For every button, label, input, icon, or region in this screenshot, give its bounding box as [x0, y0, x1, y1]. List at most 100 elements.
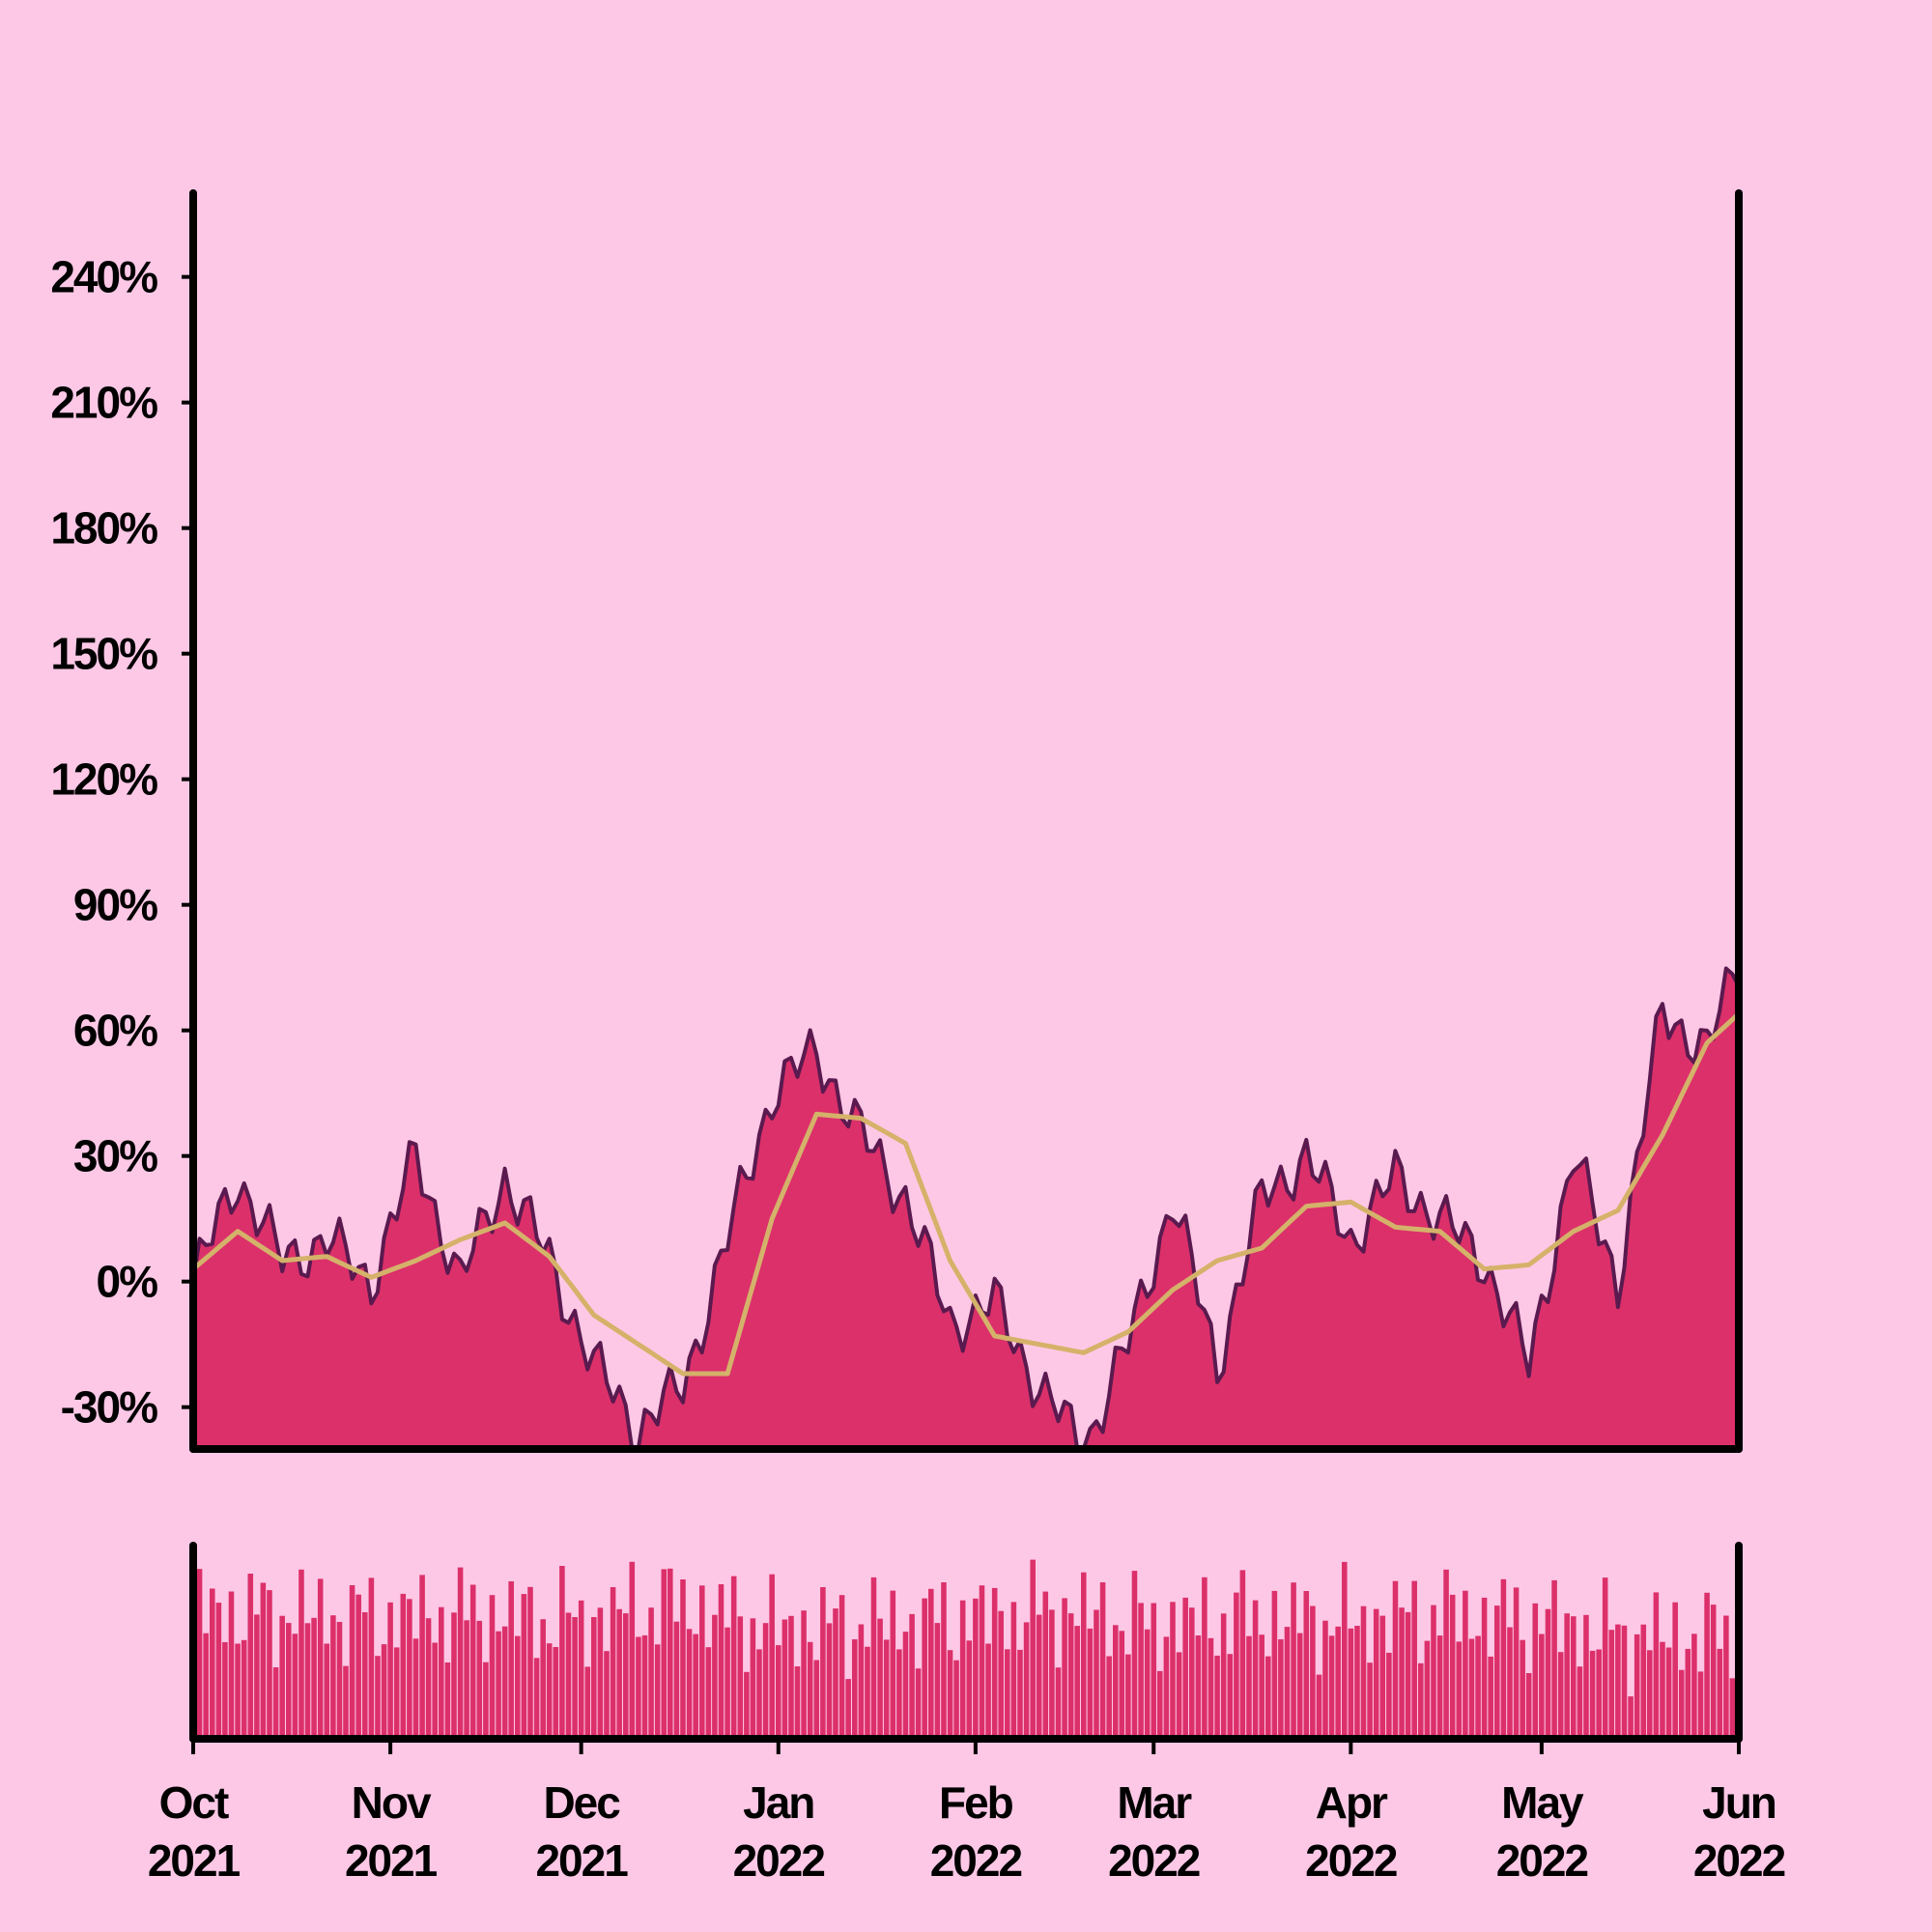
volume-bar — [1310, 1605, 1316, 1739]
volume-bar — [852, 1639, 858, 1739]
volume-bar — [1411, 1580, 1417, 1739]
volume-bar — [756, 1649, 762, 1739]
volume-bar — [349, 1585, 355, 1739]
volume-bar — [1710, 1605, 1717, 1739]
volume-bar — [419, 1575, 425, 1739]
x-tick-label-month: Feb — [939, 1777, 1013, 1828]
volume-bar — [877, 1618, 883, 1739]
volume-bar — [584, 1666, 591, 1739]
volume-bar — [838, 1595, 845, 1739]
volume-bar — [1119, 1631, 1125, 1739]
volume-bar — [412, 1638, 419, 1739]
volume-bar — [1234, 1592, 1239, 1739]
volume-bar — [1322, 1620, 1328, 1739]
volume-bar — [1259, 1634, 1264, 1739]
volume-bar — [1151, 1603, 1157, 1739]
volume-bar — [1685, 1648, 1691, 1739]
volume-bar — [890, 1590, 896, 1739]
volume-bar — [1392, 1580, 1399, 1739]
volume-bar — [1087, 1628, 1094, 1739]
volume-bar — [1373, 1608, 1379, 1739]
volume-bar — [515, 1635, 521, 1739]
volume-bar — [712, 1614, 718, 1739]
volume-bar — [317, 1578, 324, 1739]
volume-bar — [699, 1585, 705, 1739]
volume-bar — [636, 1636, 641, 1739]
volume-bar — [1252, 1600, 1259, 1739]
volume-bar — [858, 1624, 865, 1739]
volume-bar — [769, 1574, 775, 1739]
volume-bar — [241, 1639, 247, 1739]
volume-bar — [1239, 1570, 1246, 1739]
volume-bar — [985, 1643, 991, 1739]
volume-bar — [533, 1658, 540, 1739]
volume-bar — [1125, 1654, 1131, 1739]
volume-bar — [292, 1634, 298, 1739]
volume-bar — [1463, 1590, 1468, 1739]
volume-bar — [1640, 1624, 1647, 1739]
volume-bar — [1436, 1635, 1443, 1739]
moving-average-line — [191, 1011, 1741, 1377]
volume-bar — [1062, 1598, 1067, 1739]
volume-bar — [1246, 1635, 1252, 1739]
volume-bar — [750, 1618, 756, 1739]
volume-bar — [1195, 1635, 1202, 1739]
x-tick-label-year: 2021 — [535, 1835, 628, 1886]
volume-bar — [1564, 1613, 1570, 1739]
volume-bar — [553, 1647, 559, 1739]
volume-bar — [1367, 1662, 1373, 1739]
volume-bar — [1163, 1636, 1170, 1739]
volume-bar — [235, 1643, 241, 1739]
volume-bar — [267, 1590, 272, 1739]
volume-bar — [1583, 1614, 1589, 1739]
volume-bar — [693, 1634, 698, 1739]
volume-bar — [686, 1629, 693, 1739]
volume-bar — [909, 1613, 915, 1739]
volume-bar — [501, 1626, 508, 1739]
volume-bar — [1005, 1649, 1010, 1739]
volume-bar — [673, 1621, 680, 1739]
volume-bar — [979, 1585, 985, 1739]
x-axis: Oct 2021 Nov 2021 Dec 2021 Jan 2022 Feb 2022 Mar 20… — [148, 1739, 1787, 1886]
volume-bar — [222, 1642, 228, 1739]
volume-bar — [1557, 1652, 1564, 1739]
volume-bar — [1596, 1649, 1602, 1739]
volume-bar — [1099, 1582, 1106, 1739]
volume-bar — [1577, 1666, 1583, 1739]
y-tick-label: 30% — [73, 1131, 157, 1181]
x-tick-label-year: 2021 — [345, 1835, 438, 1886]
x-tick-label-year: 2022 — [733, 1835, 825, 1886]
volume-bar — [1456, 1641, 1463, 1739]
volume-bar — [425, 1618, 432, 1739]
volume-bar — [1214, 1655, 1220, 1739]
volume-bar — [1691, 1634, 1697, 1739]
volume-bar — [362, 1612, 368, 1739]
volume-bar — [1551, 1579, 1557, 1739]
volume-bar — [1202, 1577, 1208, 1739]
volume-bar — [896, 1649, 902, 1739]
volume-bar — [1023, 1622, 1030, 1739]
volume-bar — [1348, 1628, 1354, 1739]
x-tick-label-month: Jan — [743, 1777, 813, 1828]
volume-bar — [355, 1594, 361, 1739]
volume-bar — [343, 1665, 349, 1739]
y-tick-label: 240% — [50, 252, 157, 302]
volume-bar — [705, 1647, 712, 1739]
volume-bar — [641, 1634, 648, 1739]
volume-bar — [959, 1600, 966, 1739]
price-change-line — [191, 966, 1741, 1451]
volume-bar — [1468, 1638, 1475, 1739]
volume-bar — [1144, 1629, 1151, 1739]
y-tick-label: -30% — [61, 1382, 157, 1433]
x-tick-label-month: Nov — [352, 1777, 432, 1828]
volume-bar — [286, 1623, 292, 1739]
volume-bar — [1539, 1634, 1545, 1739]
volume-bar — [865, 1646, 870, 1739]
volume-bar — [922, 1598, 927, 1739]
x-tick-label-month: Oct — [159, 1777, 229, 1828]
volume-bar — [1424, 1640, 1431, 1739]
volume-bar — [1182, 1597, 1188, 1739]
x-tick-label-year: 2022 — [1496, 1835, 1588, 1886]
volume-bar — [1386, 1652, 1392, 1739]
volume-bar — [1500, 1578, 1507, 1739]
